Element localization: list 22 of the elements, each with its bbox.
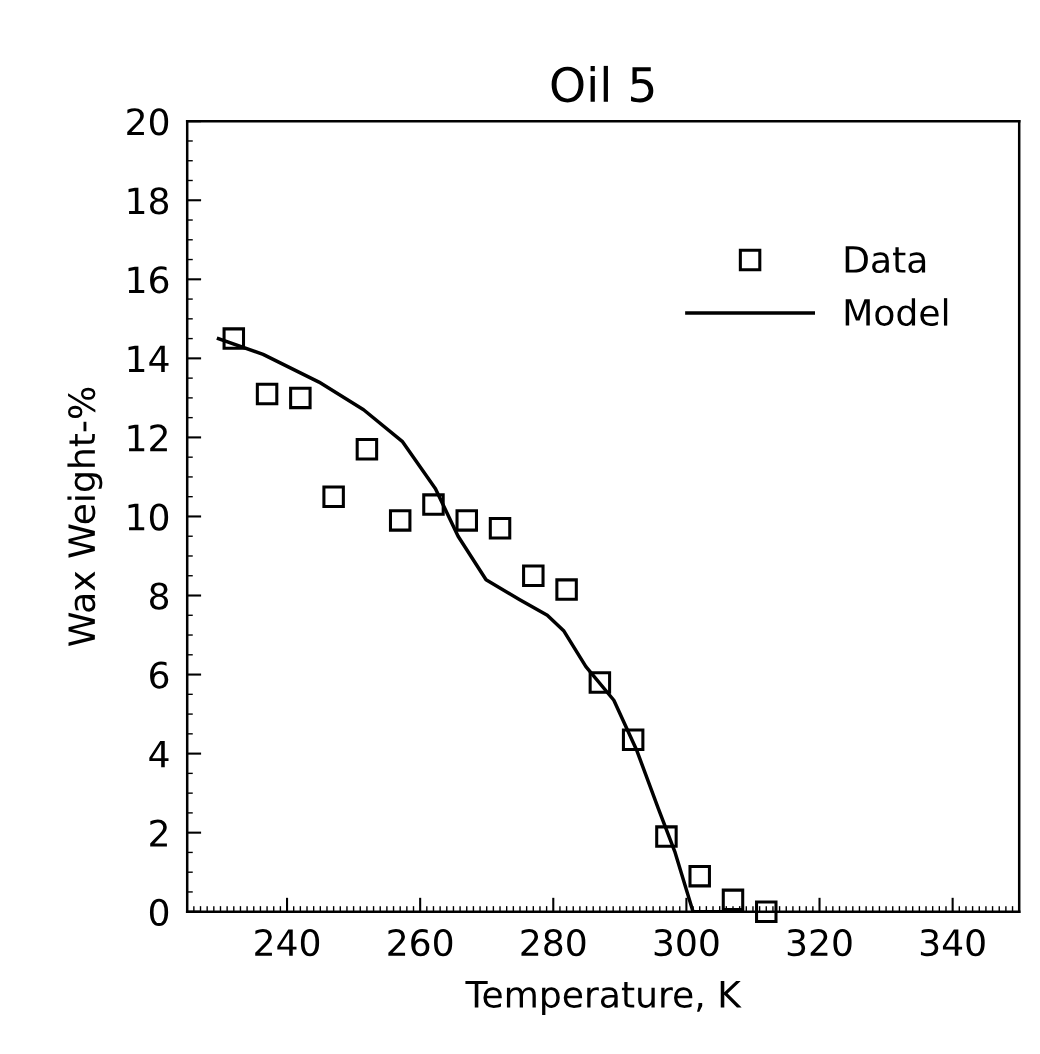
x-tick-label: 340 xyxy=(920,929,985,957)
y-tick-label: 6 xyxy=(150,661,169,689)
y-tick-label: 2 xyxy=(150,819,167,847)
x-tick-label: 320 xyxy=(787,929,852,957)
y-tick-label: 18 xyxy=(128,187,169,215)
y-tick-label: 14 xyxy=(128,345,169,373)
x-tick-label: 260 xyxy=(388,929,453,957)
y-tick-label: 0 xyxy=(149,898,169,926)
y-tick-label: 20 xyxy=(127,108,169,136)
x-tick-label: 280 xyxy=(521,929,586,957)
y-tick-label: 16 xyxy=(128,266,169,294)
chart-title: Oil 5 xyxy=(551,65,654,103)
y-tick-label: 4 xyxy=(149,741,169,768)
x-tick-label: 300 xyxy=(654,929,719,957)
legend-label: Model xyxy=(845,298,948,327)
y-axis-title: Wax Weight-% xyxy=(67,387,103,647)
y-tick-label: 8 xyxy=(150,582,169,610)
legend-label: Data xyxy=(845,246,926,274)
x-axis-title: Temperature, K xyxy=(465,981,742,1015)
y-tick-label: 10 xyxy=(128,503,169,531)
y-tick-label: 12 xyxy=(128,424,167,452)
x-tick-label: 240 xyxy=(255,929,320,957)
